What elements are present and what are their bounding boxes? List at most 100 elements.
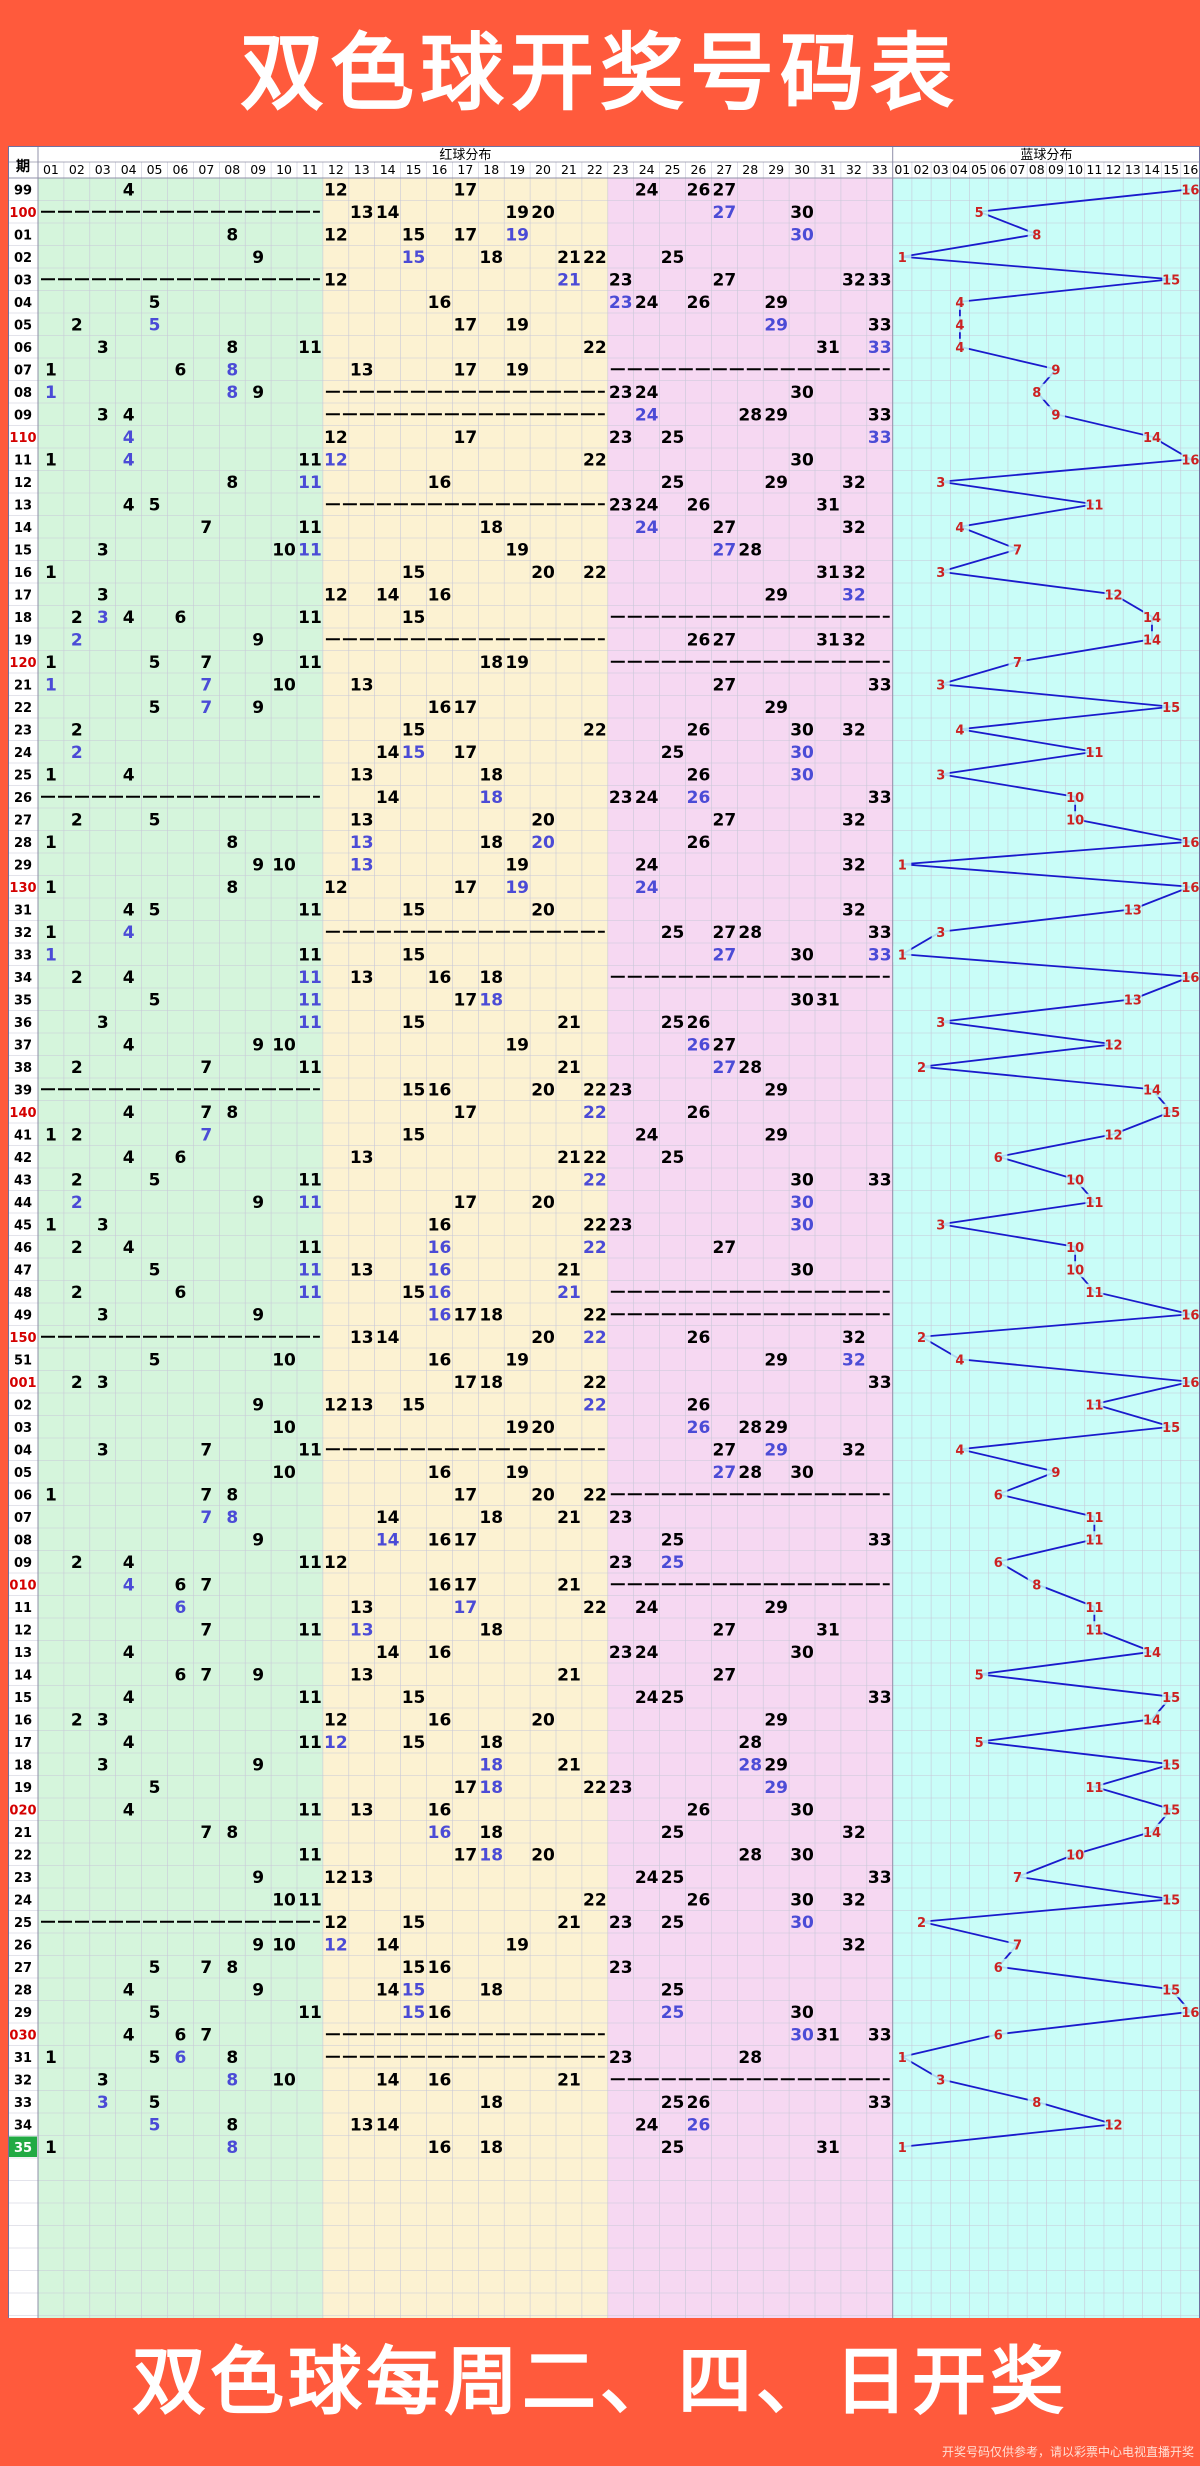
red-ball-number: 11 xyxy=(298,608,322,628)
blue-ball-bg xyxy=(893,856,912,873)
blue-ball-number: 6 xyxy=(994,1151,1003,1166)
blue-ball-number: 5 xyxy=(975,206,984,221)
red-ball-number: 13 xyxy=(350,360,374,380)
period-label: 03 xyxy=(14,273,32,288)
blue-ball-bg xyxy=(1123,991,1142,1008)
red-number-header: 23 xyxy=(613,162,629,177)
red-ball-number: 21 xyxy=(557,1755,581,1775)
red-ball-number: 32 xyxy=(842,585,866,605)
red-ball-number: 19 xyxy=(505,540,529,560)
period-label: 14 xyxy=(14,521,32,536)
red-ball-number: 6 xyxy=(175,1575,187,1595)
period-label: 09 xyxy=(14,408,32,423)
red-ball-number: 8 xyxy=(226,1958,238,1978)
blue-ball-bg xyxy=(1142,1643,1161,1660)
red-ball-number: 22 xyxy=(583,1305,607,1325)
red-ball-number: 13 xyxy=(350,1800,374,1820)
blue-ball-bg xyxy=(1027,383,1046,400)
red-ball-number: 33 xyxy=(868,2093,892,2113)
red-ball-number: 26 xyxy=(687,1035,711,1055)
red-ball-number: 21 xyxy=(557,248,581,268)
red-ball-number: 21 xyxy=(557,1013,581,1033)
red-ball-number: 26 xyxy=(687,1395,711,1415)
blue-ball-number: 6 xyxy=(994,1488,1003,1503)
red-ball-number: 21 xyxy=(557,1283,581,1303)
blue-ball-bg xyxy=(1027,2093,1046,2110)
red-ball-number: 16 xyxy=(428,968,452,988)
red-ball-number: 21 xyxy=(557,1913,581,1933)
blue-ball-bg xyxy=(893,248,912,265)
red-ball-number: 26 xyxy=(687,630,711,650)
red-ball-number: 25 xyxy=(661,2093,685,2113)
red-ball-number: 15 xyxy=(402,1733,426,1753)
red-ball-number: 17 xyxy=(454,1103,478,1123)
red-ball-number: 28 xyxy=(738,923,762,943)
blue-ball-bg xyxy=(1162,1103,1181,1120)
red-ball-number: 6 xyxy=(175,1283,187,1303)
period-label: 29 xyxy=(14,2006,32,2021)
red-ball-number: 24 xyxy=(635,855,659,875)
red-ball-number: 32 xyxy=(842,810,866,830)
red-ball-number: 10 xyxy=(272,1935,296,1955)
red-ball-number: 32 xyxy=(842,1440,866,1460)
red-ball-number: 25 xyxy=(661,1868,685,1888)
red-number-header: 22 xyxy=(587,162,603,177)
red-ball-number: 26 xyxy=(687,1890,711,1910)
red-ball-number: 32 xyxy=(842,1823,866,1843)
lottery-trend-table: 期红球分布 蓝球分布 01 02 03 04 05 06 07 08 09 10 11 12 13 14 15 1… xyxy=(8,146,1200,2318)
red-ball-number: 16 xyxy=(428,1283,452,1303)
blue-ball-bg xyxy=(1085,496,1104,513)
blue-ball-bg xyxy=(1066,811,1085,828)
red-ball-number: 23 xyxy=(609,1778,633,1798)
red-ball-number: 15 xyxy=(402,1958,426,1978)
red-ball-number: 19 xyxy=(505,1035,529,1055)
blue-ball-number: 11 xyxy=(1085,1286,1103,1301)
red-ball-number: 23 xyxy=(609,1958,633,1978)
red-ball-number: 26 xyxy=(687,1418,711,1438)
red-ball-number: 6 xyxy=(175,1665,187,1685)
red-number-header: 09 xyxy=(250,162,266,177)
red-ball-number: 17 xyxy=(454,1598,478,1618)
blue-ball-bg xyxy=(1085,1283,1104,1300)
red-ball-number: 21 xyxy=(557,1260,581,1280)
red-ball-number: 32 xyxy=(842,1350,866,1370)
blue-ball-number: 16 xyxy=(1181,836,1199,851)
red-ball-number: 29 xyxy=(764,698,788,718)
red-ball-number: 24 xyxy=(635,1868,659,1888)
red-ball-number: 23 xyxy=(609,788,633,808)
period-label: 33 xyxy=(14,948,32,963)
red-ball-number: 4 xyxy=(123,1103,135,1123)
blue-ball-bg xyxy=(950,1351,969,1368)
red-ball-number: 30 xyxy=(790,1193,814,1213)
red-ball-number: 9 xyxy=(252,1665,264,1685)
red-number-header: 26 xyxy=(690,162,706,177)
red-ball-number: 16 xyxy=(428,1710,452,1730)
red-ball-number: 6 xyxy=(175,1598,187,1618)
red-number-header: 02 xyxy=(69,162,85,177)
red-ball-number: 13 xyxy=(350,1665,374,1685)
blue-ball-number: 1 xyxy=(898,2141,907,2156)
red-ball-number: 11 xyxy=(298,338,322,358)
red-ball-number: 9 xyxy=(252,1193,264,1213)
blue-ball-bg xyxy=(893,946,912,963)
blue-section-header: 蓝球分布 xyxy=(1020,148,1072,163)
red-ball-number: 1 xyxy=(45,833,57,853)
blue-ball-bg xyxy=(989,1958,1008,1975)
period-label: 02 xyxy=(14,251,32,266)
red-ball-number: 24 xyxy=(635,1598,659,1618)
blue-ball-number: 15 xyxy=(1162,1106,1180,1121)
red-ball-number: 7 xyxy=(200,1058,212,1078)
period-label: 38 xyxy=(14,1061,32,1076)
blue-ball-number: 12 xyxy=(1105,1128,1123,1143)
red-ball-number: 9 xyxy=(252,1395,264,1415)
red-ball-number: 28 xyxy=(738,1845,762,1865)
period-label: 39 xyxy=(14,1083,32,1098)
red-ball-number: 15 xyxy=(402,1283,426,1303)
period-label: 030 xyxy=(9,2028,36,2043)
blue-ball-number: 11 xyxy=(1085,1623,1103,1638)
red-ball-number: 11 xyxy=(298,1800,322,1820)
red-ball-number: 20 xyxy=(531,563,555,583)
red-ball-number: 13 xyxy=(350,1620,374,1640)
red-ball-number: 30 xyxy=(790,203,814,223)
red-ball-number: 5 xyxy=(149,698,161,718)
